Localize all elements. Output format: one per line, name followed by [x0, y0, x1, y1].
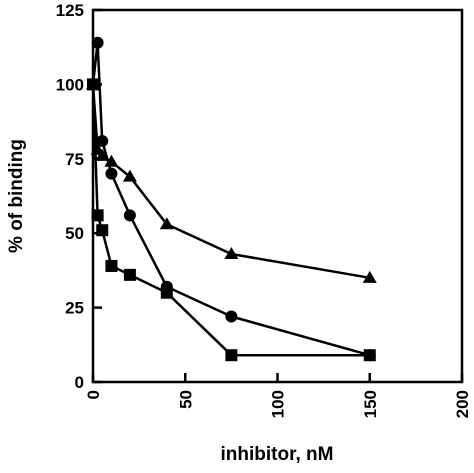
data-point-square: [225, 349, 238, 362]
series-triangle: [86, 77, 377, 283]
y-tick-label: 75: [65, 150, 84, 169]
data-point-square: [91, 209, 104, 222]
data-point-circle: [123, 209, 136, 222]
data-point-square: [96, 224, 109, 237]
y-axis-title: % of binding: [6, 139, 27, 253]
y-tick-label: 0: [75, 373, 84, 392]
data-point-square: [105, 259, 118, 272]
x-tick-label: 50: [176, 390, 195, 409]
x-tick-label: 150: [361, 390, 380, 418]
data-point-square: [363, 349, 376, 362]
y-tick-label: 125: [56, 1, 84, 20]
y-tick-label: 100: [56, 75, 84, 94]
data-point-triangle: [86, 77, 100, 90]
data-point-circle: [91, 36, 104, 49]
x-tick-label: 0: [84, 390, 103, 399]
data-point-triangle: [122, 169, 137, 182]
data-point-triangle: [224, 247, 239, 260]
data-point-triangle: [104, 154, 119, 167]
series-line: [91, 41, 371, 357]
data-point-square: [160, 286, 173, 299]
data-point-circle: [225, 310, 238, 323]
data-point-circle: [105, 167, 118, 180]
x-tick-label: 100: [269, 390, 288, 418]
data-point-triangle: [159, 217, 174, 230]
plot-frame: [91, 8, 464, 384]
ticks-layer: 0 25 50 75 100 125 0 50 100 150 200: [56, 1, 472, 418]
y-tick-label: 25: [65, 299, 84, 318]
series-square: [87, 78, 376, 362]
series-layer: [86, 36, 377, 362]
series-circle: [87, 36, 376, 362]
x-axis-title: inhibitor, nM: [221, 444, 334, 465]
x-tick-label: 200: [453, 390, 472, 418]
y-tick-label: 50: [65, 224, 84, 243]
data-point-circle: [96, 134, 109, 147]
data-point-triangle: [95, 148, 110, 161]
data-point-square: [123, 268, 136, 281]
data-point-triangle: [362, 270, 377, 283]
